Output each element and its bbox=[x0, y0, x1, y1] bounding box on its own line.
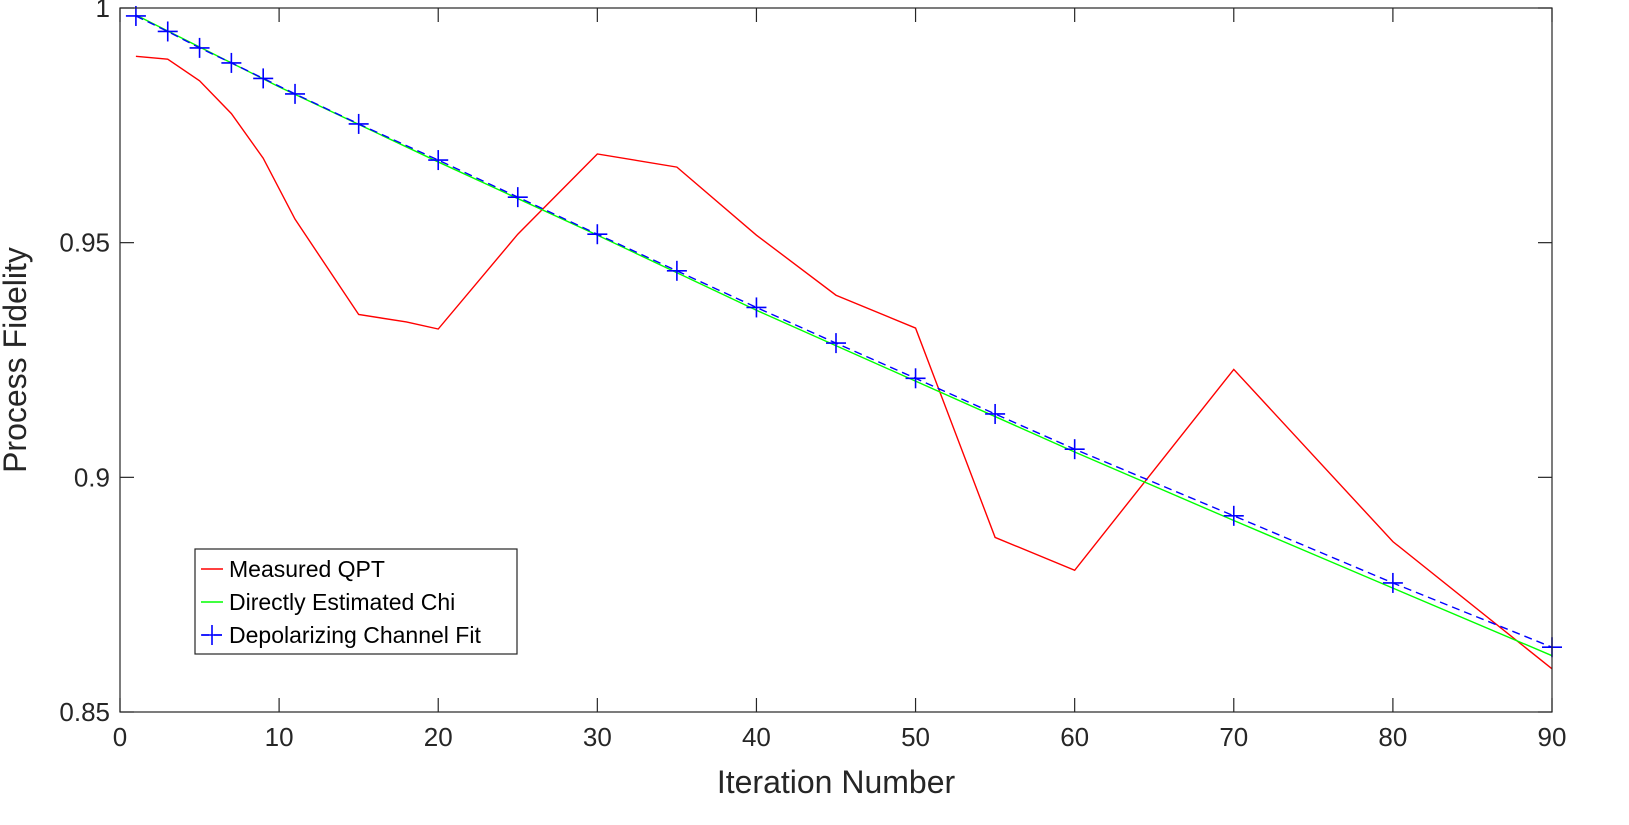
data-point-marker bbox=[507, 187, 528, 208]
data-point-marker bbox=[285, 83, 306, 104]
data-point-marker bbox=[348, 113, 369, 134]
axes-box bbox=[119, 7, 1553, 713]
x-tick-label: 10 bbox=[265, 722, 294, 752]
x-tick-label: 20 bbox=[424, 722, 453, 752]
data-point-marker bbox=[985, 403, 1006, 424]
data-point-marker bbox=[1064, 439, 1085, 460]
legend-label-2: Directly Estimated Chi bbox=[229, 589, 455, 615]
x-tick-label: 30 bbox=[583, 722, 612, 752]
y-tick-label: 0.9 bbox=[74, 462, 110, 492]
data-point-marker bbox=[253, 68, 274, 89]
series-line-1 bbox=[135, 55, 1553, 670]
x-axis-label: Iteration Number bbox=[717, 764, 956, 800]
x-tick-label: 0 bbox=[113, 722, 127, 752]
x-tick-label: 40 bbox=[742, 722, 771, 752]
x-tick-label: 80 bbox=[1378, 722, 1407, 752]
data-point-marker bbox=[125, 5, 146, 26]
x-tick-labels: 0 10 20 30 40 50 60 70 80 90 bbox=[113, 722, 1567, 752]
data-point-marker bbox=[221, 52, 242, 73]
data-point-marker bbox=[157, 21, 178, 42]
x-tick-label: 90 bbox=[1538, 722, 1567, 752]
axes-layer bbox=[119, 7, 1553, 713]
data-point-marker bbox=[666, 260, 687, 281]
legend: Measured QPT Directly Estimated Chi Depola… bbox=[194, 548, 518, 655]
y-tick-labels: 0.85 0.9 0.95 1 bbox=[59, 0, 110, 727]
y-tick-label: 0.95 bbox=[59, 228, 110, 258]
x-tick-label: 50 bbox=[901, 722, 930, 752]
x-tick-label: 60 bbox=[1060, 722, 1089, 752]
legend-label-3: Depolarizing Channel Fit bbox=[229, 622, 481, 648]
data-point-marker bbox=[189, 37, 210, 58]
data-point-marker bbox=[1223, 505, 1244, 526]
data-point-marker bbox=[587, 224, 608, 245]
data-point-marker bbox=[428, 150, 449, 171]
legend-box bbox=[194, 548, 518, 655]
data-point-marker bbox=[1382, 572, 1403, 593]
legend-marker-3 bbox=[202, 625, 222, 645]
y-axis-label: Process Fidelity bbox=[0, 247, 33, 473]
data-point-marker bbox=[905, 368, 926, 389]
legend-label-1: Measured QPT bbox=[229, 556, 385, 582]
y-tick-label: 1 bbox=[96, 0, 110, 23]
y-tick-label: 0.85 bbox=[59, 697, 110, 727]
series-layer bbox=[125, 5, 1562, 670]
data-point-marker bbox=[826, 333, 846, 354]
x-tick-label: 70 bbox=[1219, 722, 1248, 752]
data-point-marker bbox=[746, 297, 767, 318]
